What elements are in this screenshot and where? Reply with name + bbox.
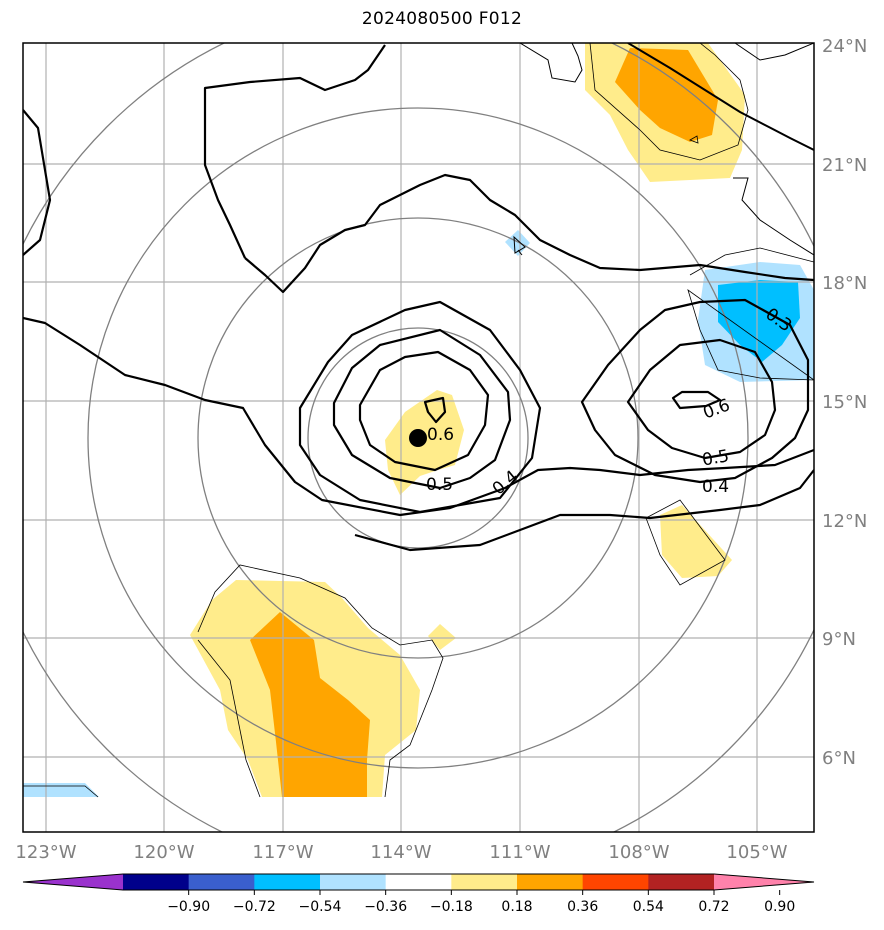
lat-label: 24°N [822,36,867,57]
axis-line-ne [627,43,814,151]
fill-negative-low-sw [23,783,99,797]
colorbar-tick-label: −0.18 [430,899,473,915]
thin-outlines [23,43,814,798]
contour-label-east-04: 0.4 [702,477,729,497]
contour-outer-south [354,469,814,552]
map-title: 2024080500 F012 [361,9,523,29]
latitude-labels: 24°N 21°N 18°N 15°N 12°N 9°N 6°N [822,36,867,769]
coastlines [513,43,814,256]
contour-west-edge [23,109,52,256]
colorbar-tick-label: −0.72 [233,899,276,915]
colorbar-swatch [648,874,715,890]
colorbar-tick-label: 0.90 [764,899,795,915]
colorbar-swatch [582,874,649,890]
lon-label: 120°W [133,842,194,863]
colorbar-swatch [188,874,255,890]
contour-label-east-05: 0.5 [701,446,731,470]
colorbar-swatch [451,874,518,890]
contours [23,44,814,552]
storm-center-dot [409,429,427,447]
colorbar-tick-label: 0.72 [698,899,729,915]
colorbar-swatch [385,874,452,890]
contour-label-center-06: 0.6 [427,425,454,445]
colorbar-tick-label: −0.36 [364,899,407,915]
colorbar-tick-label: −0.54 [299,899,342,915]
contour-outer-upper [23,316,814,517]
contour-center-1 [298,300,542,514]
colorbar-tick-label: 0.36 [567,899,598,915]
contour-east-1 [580,298,810,484]
colorbar-swatch [320,874,387,890]
fill-negative-low-small [505,230,530,256]
lon-label: 105°W [726,842,787,863]
contour-label-center-05: 0.5 [426,475,453,495]
fill-positive-mid-s [250,612,370,797]
lat-label: 6°N [822,748,856,769]
contour-center-4 [423,396,447,424]
contour-label-east-06: 0.6 [700,395,732,423]
colorbar-swatch [123,874,190,890]
fill-positive-se [660,505,732,578]
map-frame [22,42,815,833]
contour-east-3 [671,390,722,410]
colorbar-extend-high [714,874,814,890]
lat-label: 15°N [822,392,867,413]
lat-label: 18°N [822,273,867,294]
range-rings [23,43,814,832]
lat-label: 9°N [822,629,856,650]
shaded-anomalies [23,43,814,797]
map-area [23,43,814,832]
graticule [23,43,814,832]
colorbar-swatch [254,874,321,890]
fill-positive-mid-ne [615,48,718,142]
lon-label: 111°W [489,842,550,863]
contour-center-3 [358,350,490,472]
colorbar: −0.90 −0.72 −0.54 −0.36 −0.18 0.18 0.36 0.54 0.7… [22,873,815,915]
contour-nw-branch [203,44,386,259]
colorbar-tick-label: 0.18 [501,899,532,915]
colorbar-extend-low [23,874,123,890]
colorbar-tick-label: 0.54 [633,899,664,915]
colorbar-outline [22,873,815,891]
contour-center-2 [332,328,512,490]
lon-label: 108°W [608,842,669,863]
lat-label: 21°N [822,155,867,176]
colorbar-swatch [517,874,584,890]
lon-label: 123°W [15,842,76,863]
contour-east-2 [626,338,777,460]
lon-label: 114°W [370,842,431,863]
fill-positive-low-speck [428,624,456,650]
contour-upper-band [244,173,814,294]
lat-label: 12°N [822,511,867,532]
longitude-labels: 123°W 120°W 117°W 114°W 111°W 108°W 105°… [15,842,787,863]
colorbar-tick-label: −0.90 [167,899,210,915]
contour-label-center-04: 0.4 [489,467,523,500]
lon-label: 117°W [252,842,313,863]
